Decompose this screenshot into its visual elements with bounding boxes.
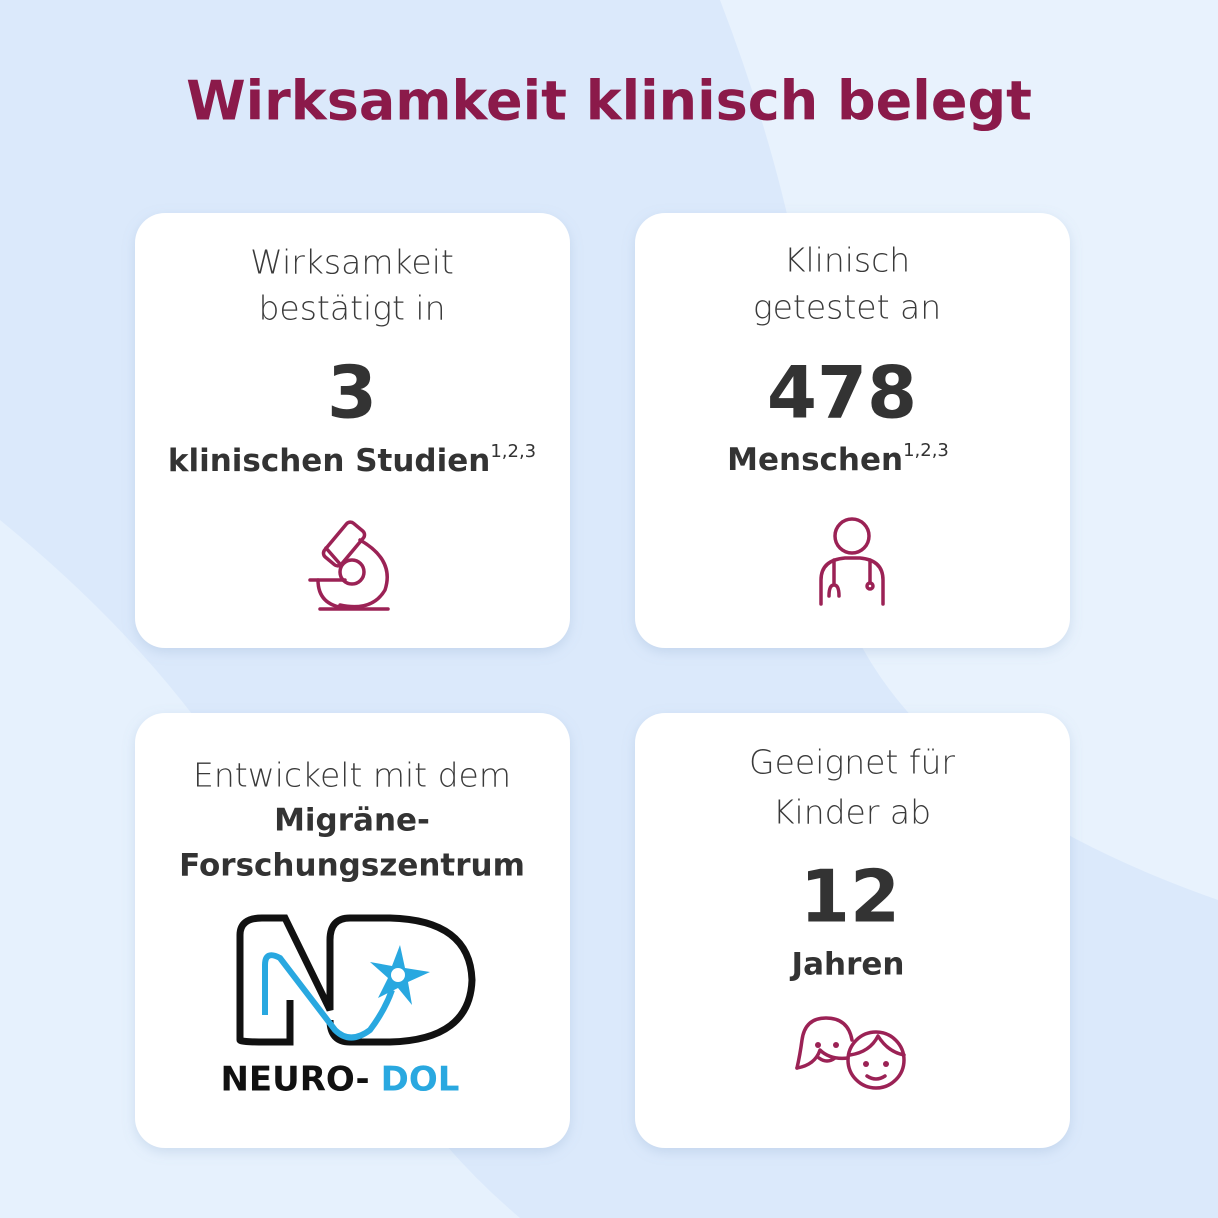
children-icon <box>795 1016 906 1090</box>
card-text: Entwickelt mit dem <box>193 756 511 795</box>
card-label: klinischen Studien1,2,3 <box>168 441 536 479</box>
person-icon <box>819 517 885 606</box>
card-text: Klinisch <box>784 241 910 280</box>
card-number: 3 <box>327 351 377 435</box>
card-label: Jahren <box>790 947 905 983</box>
card-bold-text: Migräne- <box>274 803 430 839</box>
title: Wirksamkeit klinisch belegt <box>186 70 1032 133</box>
card-bold-text: Forschungszentrum <box>179 848 525 884</box>
label-text: Menschen <box>727 442 903 478</box>
card <box>635 713 1070 1148</box>
card-number: 12 <box>800 855 900 939</box>
microscope-icon <box>308 520 390 611</box>
card-text: getestet an <box>753 288 941 327</box>
card-label: Menschen1,2,3 <box>727 440 949 478</box>
label-text: klinischen Studien <box>168 443 490 479</box>
card-number: 478 <box>767 351 917 435</box>
logo-text: NEURO- <box>220 1060 369 1100</box>
footnote: 1,2,3 <box>490 441 536 462</box>
card-text: bestätigt in <box>258 289 445 328</box>
card <box>135 213 570 648</box>
neuro-dol-logo: NEURO- DOL <box>220 914 476 1100</box>
footnote: 1,2,3 <box>903 440 949 461</box>
logo-text: DOL <box>381 1060 460 1100</box>
card <box>635 213 1070 648</box>
card-text: Kinder ab <box>773 793 931 832</box>
card-text: Wirksamkeit <box>250 243 454 282</box>
card-text: Geeignet für <box>749 743 955 782</box>
